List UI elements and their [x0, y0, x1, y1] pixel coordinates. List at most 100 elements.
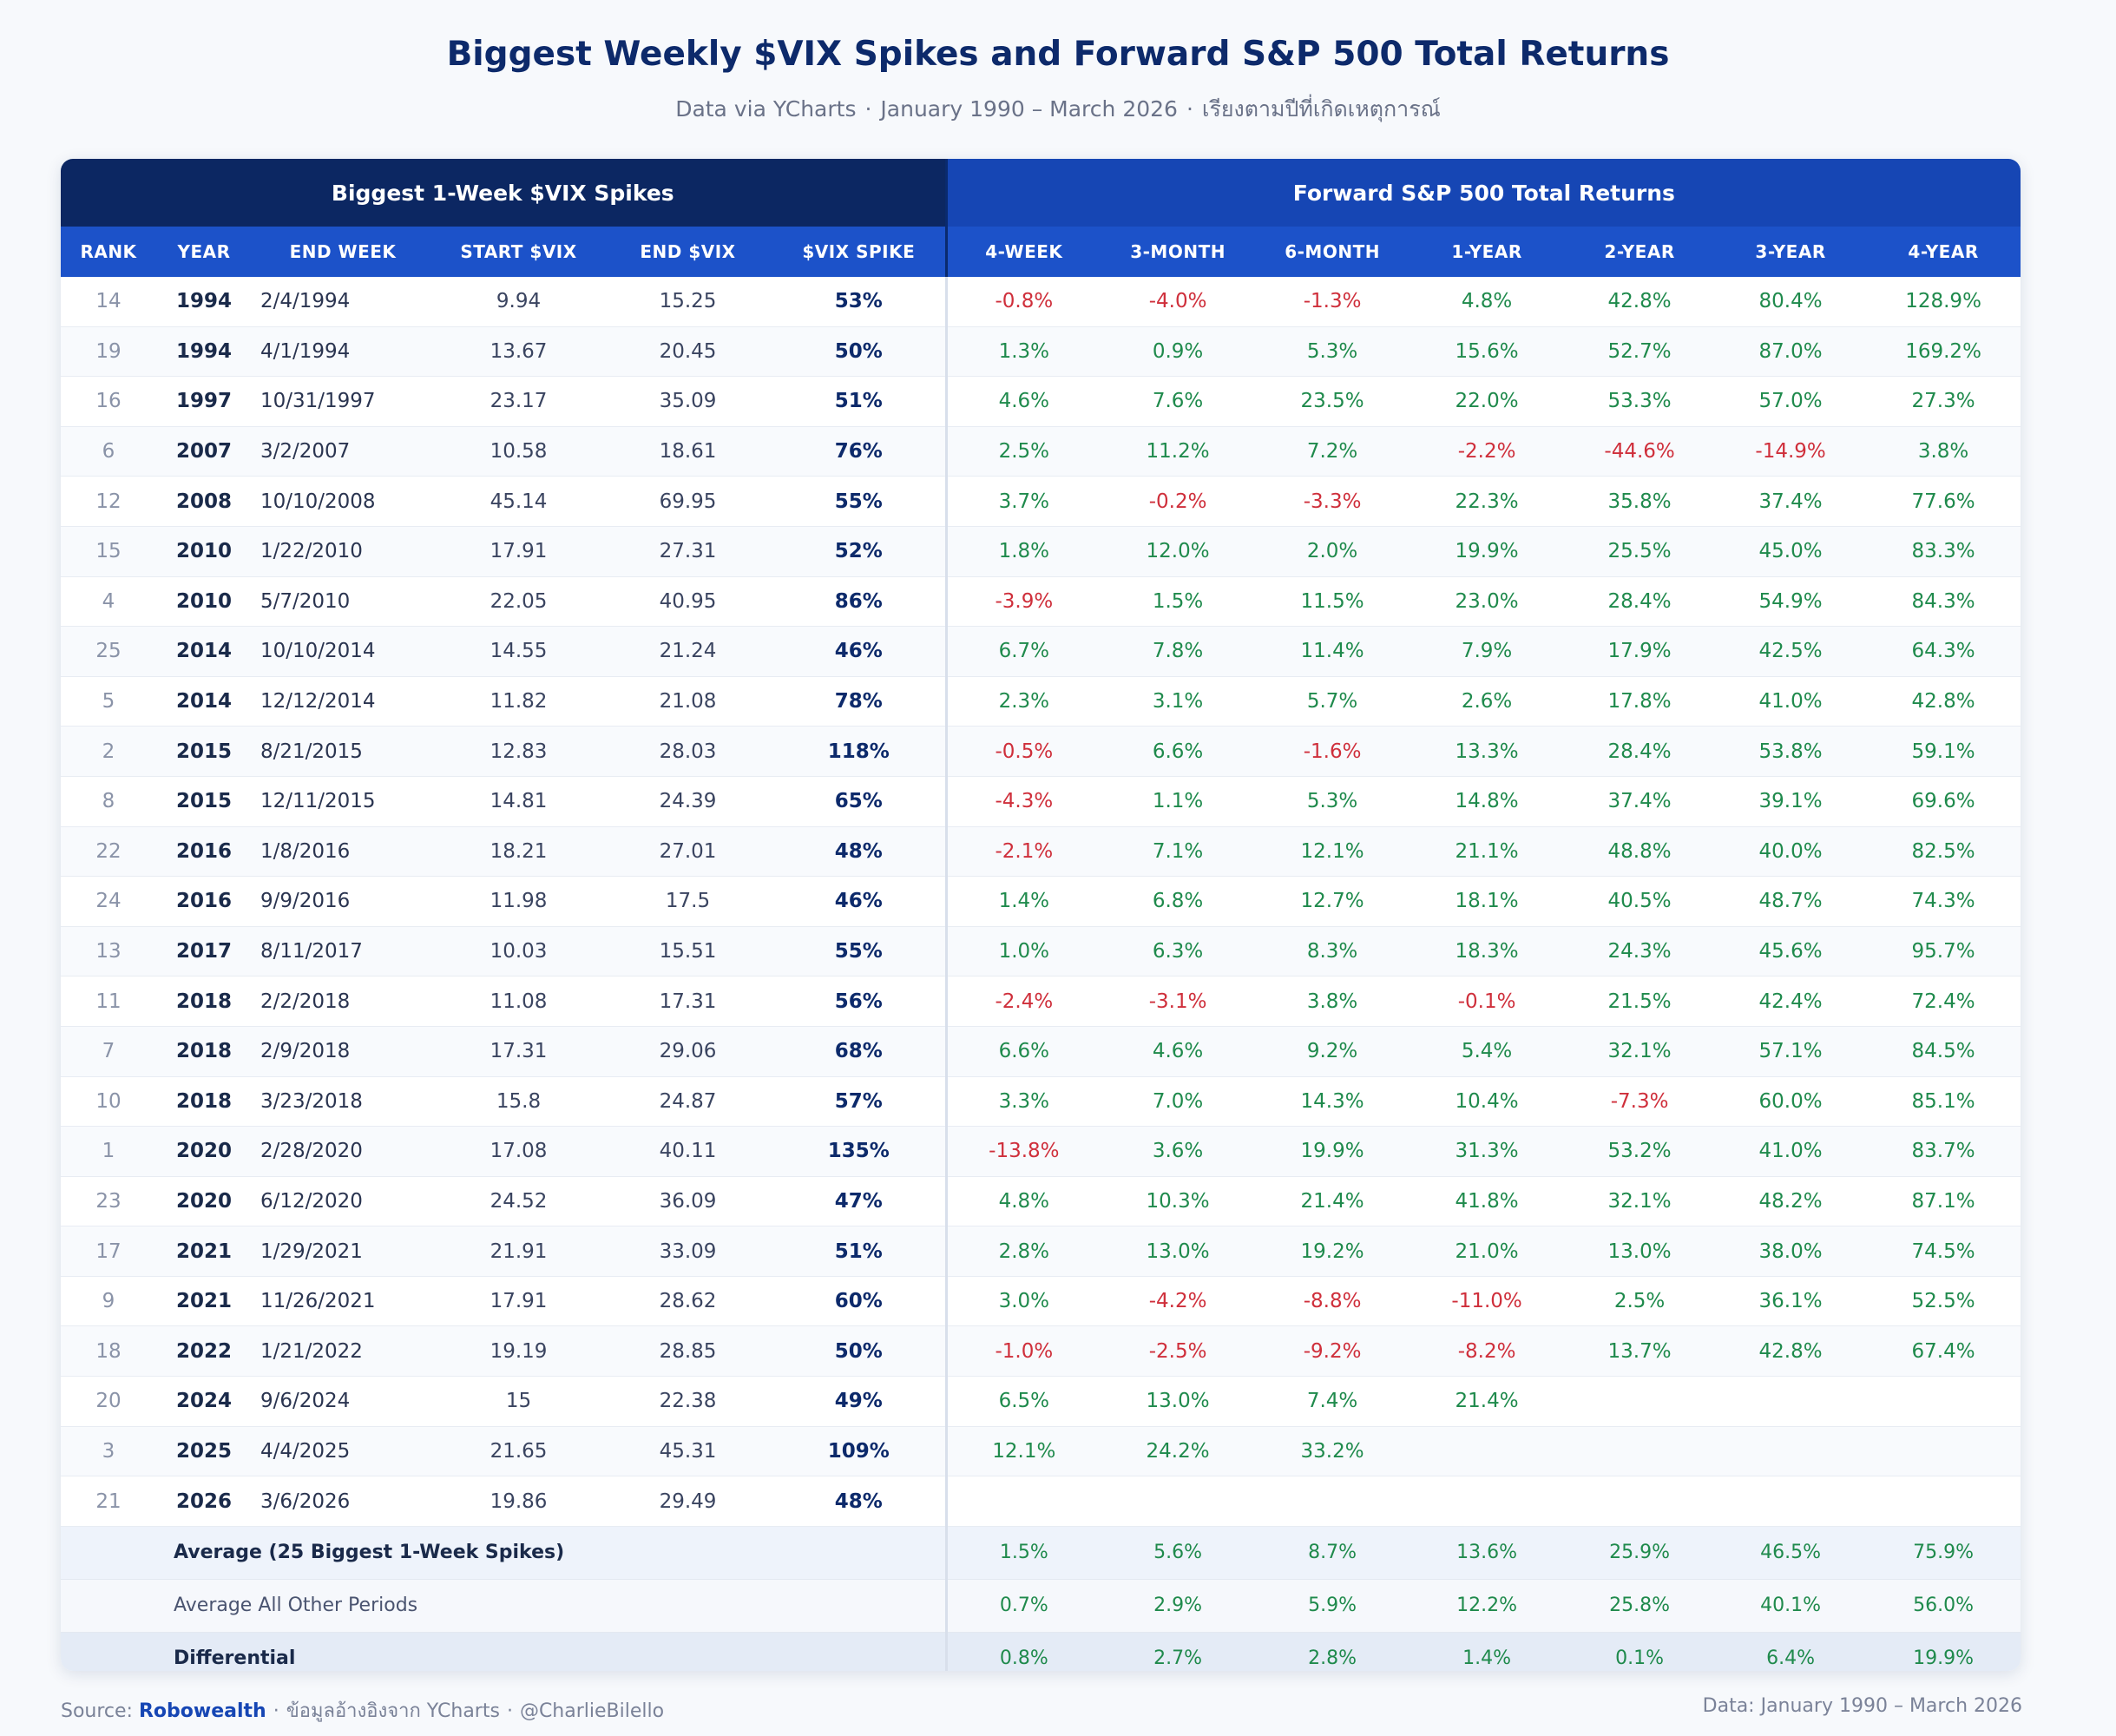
- cell-year: 2015: [156, 776, 252, 827]
- cell-return-3-year: 39.1%: [1715, 776, 1867, 827]
- cell-vix-spike: 51%: [772, 1226, 947, 1277]
- cell-return-2-year: [1564, 1476, 1716, 1527]
- cell-return-6-month: 7.2%: [1255, 426, 1410, 477]
- cell-return-4-week: [944, 1476, 1101, 1527]
- cell-return-2-year: 21.5%: [1564, 976, 1716, 1027]
- cell-return-4-year: 87.1%: [1866, 1176, 2021, 1227]
- cell-rank: 13: [61, 926, 156, 977]
- cell-end-vix: 15.25: [603, 277, 772, 327]
- cell-start-vix: 22.05: [434, 576, 603, 628]
- cell-end-vix: 24.87: [603, 1076, 772, 1128]
- cell-return-4-week: 4.8%: [944, 1176, 1101, 1227]
- summary-value-6-month: 2.8%: [1255, 1632, 1410, 1671]
- cell-return-3-month: 13.0%: [1101, 1376, 1256, 1427]
- cell-end-week: 12/11/2015: [252, 776, 434, 827]
- table-row: 17 2021 1/29/2021 21.91 33.09 51% 2.8% 13.0% 19.…: [61, 1226, 2021, 1277]
- cell-start-vix: 14.55: [434, 626, 603, 677]
- footer-separator: ·: [273, 1700, 279, 1722]
- page-subtitle: Data via YCharts · January 1990 – March 20…: [0, 92, 2116, 127]
- column-header-4-year: 4-YEAR: [1866, 227, 2021, 277]
- cell-vix-spike: 135%: [772, 1126, 947, 1177]
- cell-rank: 18: [61, 1325, 156, 1378]
- cell-vix-spike: 48%: [772, 1476, 947, 1527]
- cell-rank: 19: [61, 326, 156, 378]
- cell-end-week: 2/28/2020: [252, 1126, 434, 1177]
- cell-rank: 11: [61, 976, 156, 1027]
- table-row: 1 2020 2/28/2020 17.08 40.11 135% -13.8% 3.6% 19…: [61, 1126, 2021, 1177]
- cell-vix-spike: 86%: [772, 576, 947, 628]
- cell-end-vix: 15.51: [603, 926, 772, 977]
- cell-end-vix: 21.08: [603, 676, 772, 727]
- cell-year: 2018: [156, 1026, 252, 1077]
- cell-end-vix: 22.38: [603, 1376, 772, 1427]
- cell-return-1-year: 22.0%: [1410, 376, 1565, 427]
- cell-return-3-month: 11.2%: [1101, 426, 1256, 477]
- cell-return-3-year: 54.9%: [1715, 576, 1867, 628]
- cell-vix-spike: 57%: [772, 1076, 947, 1128]
- footer-brand-link[interactable]: Robowealth: [138, 1700, 266, 1722]
- summary-value-1-year: 1.4%: [1410, 1632, 1565, 1671]
- cell-return-4-week: 4.6%: [944, 376, 1101, 427]
- cell-return-2-year: 25.5%: [1564, 526, 1716, 577]
- cell-end-week: 2/4/1994: [252, 277, 434, 327]
- cell-year: 2016: [156, 876, 252, 927]
- cell-rank: 23: [61, 1176, 156, 1227]
- footer-source: Source: Robowealth · ข้อมูลอ้างอิงจาก YCha…: [61, 1695, 664, 1726]
- cell-return-2-year: 52.7%: [1564, 326, 1716, 378]
- cell-start-vix: 15.8: [434, 1076, 603, 1128]
- cell-return-4-year: [1866, 1476, 2021, 1527]
- cell-return-3-year: 60.0%: [1715, 1076, 1867, 1128]
- cell-start-vix: 23.17: [434, 376, 603, 427]
- table-body: 14 1994 2/4/1994 9.94 15.25 53% -0.8% -4.0% -1.3…: [61, 277, 2021, 1671]
- cell-return-4-week: 1.4%: [944, 876, 1101, 927]
- column-header-1-year: 1-YEAR: [1410, 227, 1565, 277]
- cell-return-3-month: 10.3%: [1101, 1176, 1256, 1227]
- cell-return-3-month: 3.1%: [1101, 676, 1256, 727]
- cell-return-2-year: 28.4%: [1564, 576, 1716, 628]
- cell-return-2-year: 2.5%: [1564, 1276, 1716, 1327]
- table-row: 15 2010 1/22/2010 17.91 27.31 52% 1.8% 12.0% 2.0…: [61, 526, 2021, 577]
- cell-return-1-year: 21.1%: [1410, 826, 1565, 878]
- column-header-year: YEAR: [156, 227, 252, 277]
- cell-return-3-month: 6.6%: [1101, 726, 1256, 777]
- cell-return-1-year: 15.6%: [1410, 326, 1565, 378]
- cell-return-1-year: 18.3%: [1410, 926, 1565, 977]
- cell-return-4-week: 3.0%: [944, 1276, 1101, 1327]
- cell-return-4-week: 6.6%: [944, 1026, 1101, 1077]
- cell-return-3-year: 48.7%: [1715, 876, 1867, 927]
- table-row: 13 2017 8/11/2017 10.03 15.51 55% 1.0% 6.3% 8.3%…: [61, 926, 2021, 977]
- cell-year: 2021: [156, 1226, 252, 1277]
- cell-return-4-week: -4.3%: [944, 776, 1101, 827]
- cell-return-4-week: -3.9%: [944, 576, 1101, 628]
- cell-return-4-week: 3.7%: [944, 476, 1101, 527]
- cell-return-3-month: 4.6%: [1101, 1026, 1256, 1077]
- cell-year: 2020: [156, 1126, 252, 1177]
- cell-start-vix: 17.91: [434, 1276, 603, 1327]
- cell-rank: 12: [61, 476, 156, 527]
- table-row: 10 2018 3/23/2018 15.8 24.87 57% 3.3% 7.0% 14.3%…: [61, 1076, 2021, 1128]
- cell-year: 2022: [156, 1325, 252, 1378]
- cell-return-4-year: 27.3%: [1866, 376, 2021, 427]
- cell-return-2-year: -44.6%: [1564, 426, 1716, 477]
- cell-end-week: 8/21/2015: [252, 726, 434, 777]
- cell-year: 1997: [156, 376, 252, 427]
- cell-return-3-month: 13.0%: [1101, 1226, 1256, 1277]
- cell-year: 2025: [156, 1426, 252, 1477]
- table-row: 3 2025 4/4/2025 21.65 45.31 109% 12.1% 24.2% 33.…: [61, 1426, 2021, 1477]
- summary-value-2-year: 0.1%: [1564, 1632, 1716, 1671]
- cell-rank: 6: [61, 426, 156, 477]
- cell-return-6-month: 3.8%: [1255, 976, 1410, 1027]
- cell-return-1-year: 21.4%: [1410, 1376, 1565, 1427]
- summary-label: Average (25 Biggest 1-Week Spikes): [156, 1526, 947, 1580]
- footer-handle: @CharlieBilello: [519, 1700, 665, 1722]
- cell-rank: 5: [61, 676, 156, 727]
- summary-value-3-month: 2.7%: [1101, 1632, 1256, 1671]
- cell-return-3-month: 3.6%: [1101, 1126, 1256, 1177]
- cell-return-3-year: 45.0%: [1715, 526, 1867, 577]
- group-header-vix-spikes: Biggest 1-Week $VIX Spikes: [61, 159, 947, 227]
- cell-rank: 15: [61, 526, 156, 577]
- table-row: 12 2008 10/10/2008 45.14 69.95 55% 3.7% -0.2% -3…: [61, 476, 2021, 527]
- cell-vix-spike: 78%: [772, 676, 947, 727]
- cell-return-4-week: 1.8%: [944, 526, 1101, 577]
- cell-return-4-week: 2.3%: [944, 676, 1101, 727]
